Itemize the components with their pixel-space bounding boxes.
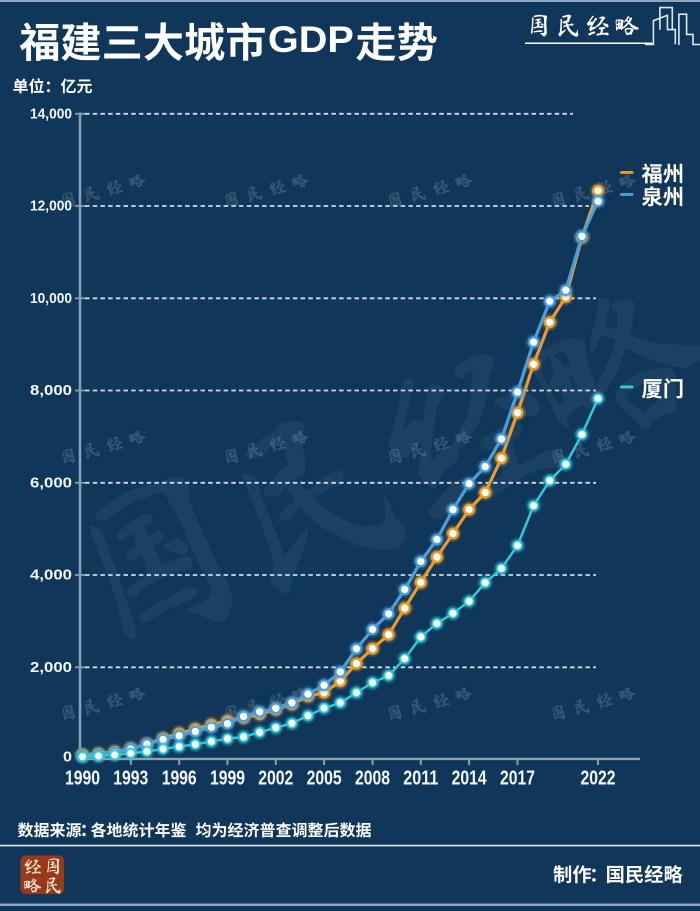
svg-text:2014: 2014 (452, 768, 488, 790)
svg-text:2005: 2005 (307, 768, 342, 790)
svg-text:2,000: 2,000 (30, 659, 72, 676)
svg-text:1999: 1999 (210, 768, 245, 790)
svg-text:1990: 1990 (65, 768, 100, 790)
svg-text:2022: 2022 (581, 768, 616, 790)
svg-text:12,000: 12,000 (30, 198, 72, 215)
svg-text:8,000: 8,000 (30, 382, 72, 399)
svg-text:1996: 1996 (162, 768, 197, 790)
svg-text:10,000: 10,000 (30, 290, 72, 307)
svg-text:14,000: 14,000 (30, 105, 72, 122)
svg-text:GDP: GDP (268, 18, 354, 60)
svg-text:0: 0 (63, 749, 72, 766)
svg-text:6,000: 6,000 (30, 474, 72, 491)
svg-text:2017: 2017 (500, 768, 535, 790)
svg-text:2008: 2008 (355, 768, 390, 790)
svg-text:4,000: 4,000 (30, 567, 72, 584)
svg-text:2002: 2002 (258, 768, 293, 790)
svg-text:1993: 1993 (113, 768, 148, 790)
svg-text:2011: 2011 (403, 768, 438, 790)
